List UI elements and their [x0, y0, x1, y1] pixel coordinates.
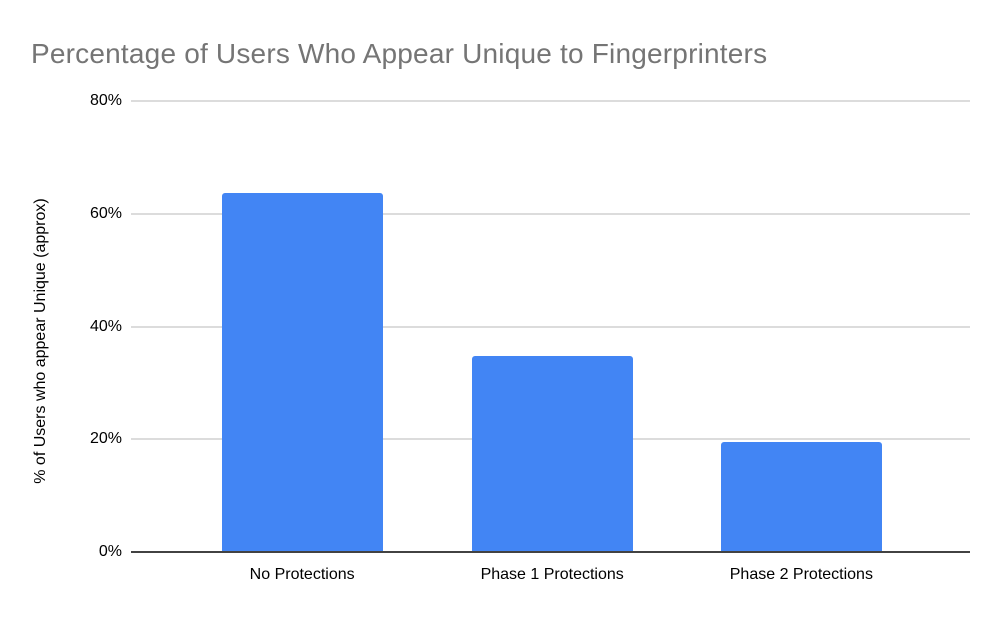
- y-tick-label: 60%: [89, 204, 122, 222]
- chart-title: Percentage of Users Who Appear Unique to…: [31, 38, 768, 69]
- gridline-40%: [131, 325, 970, 328]
- bar-phase-2-protections: [720, 441, 882, 552]
- y-tick-label: 20%: [89, 430, 122, 448]
- bar-no-protections: [221, 192, 383, 552]
- y-tick-label: 40%: [89, 317, 122, 335]
- x-category-label: Phase 1 Protections: [480, 566, 624, 583]
- x-category-label: Phase 2 Protections: [729, 566, 873, 583]
- plot-area: [131, 100, 970, 553]
- gridline-80%: [131, 100, 970, 102]
- x-category-label: No Protections: [249, 566, 355, 583]
- bar-phase-1-protections: [471, 356, 633, 552]
- gridline-60%: [131, 212, 970, 215]
- y-tick-label: 0%: [98, 543, 122, 560]
- y-tick-label: 80%: [89, 92, 122, 109]
- x-axis-line: [131, 551, 970, 553]
